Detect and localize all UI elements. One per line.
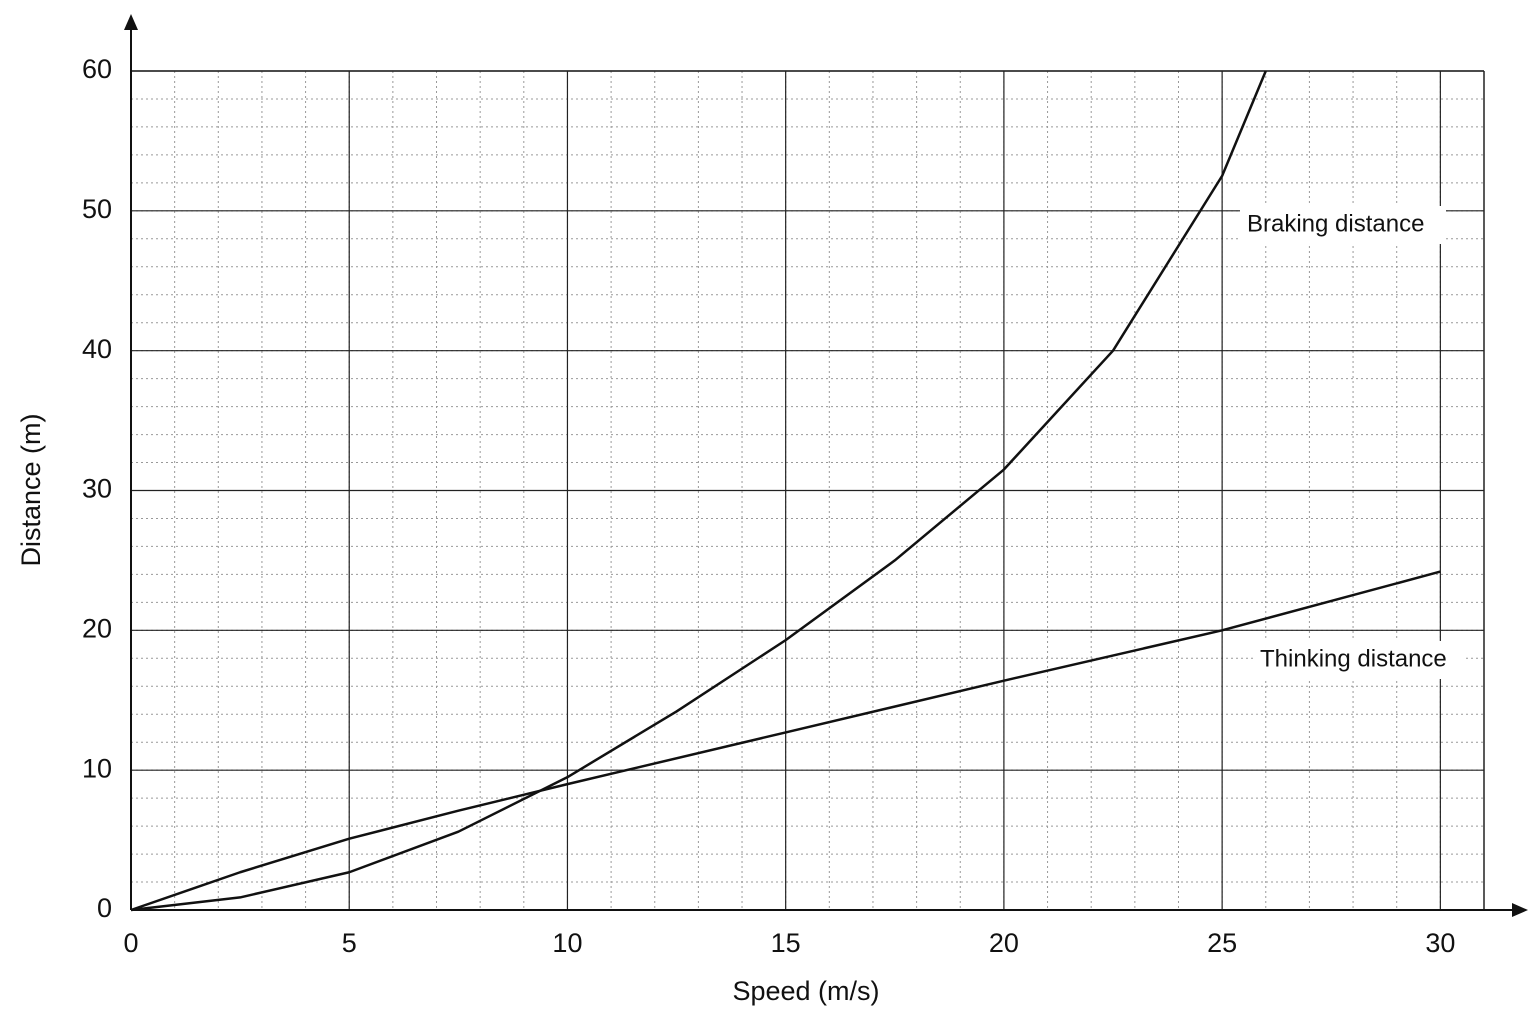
y-axis-arrow [124, 14, 138, 30]
x-axis-arrow [1512, 903, 1528, 917]
series-label: Braking distance [1247, 210, 1424, 237]
y-tick-label: 40 [82, 334, 112, 364]
label-background [1254, 641, 1466, 679]
y-tick-label: 50 [82, 194, 112, 224]
x-tick-label: 20 [989, 928, 1019, 958]
x-tick-label: 5 [342, 928, 357, 958]
y-tick-label: 20 [82, 613, 112, 643]
y-tick-label: 10 [82, 753, 112, 783]
grid [130, 70, 1485, 911]
label-background [1240, 206, 1446, 244]
x-tick-label: 15 [771, 928, 801, 958]
y-axis-title: Distance (m) [16, 413, 46, 566]
x-tick-label: 25 [1207, 928, 1237, 958]
y-tick-label: 60 [82, 54, 112, 84]
x-tick-label: 0 [123, 928, 138, 958]
data-line [130, 570, 1441, 912]
y-tick-label: 30 [82, 474, 112, 504]
data-line [130, 70, 1267, 912]
x-tick-label: 10 [552, 928, 582, 958]
series-label: Thinking distance [1260, 645, 1447, 672]
x-tick-label: 30 [1425, 928, 1455, 958]
y-tick-label: 0 [97, 893, 112, 923]
plot [130, 70, 1441, 912]
x-axis-title: Speed (m/s) [732, 976, 879, 1006]
